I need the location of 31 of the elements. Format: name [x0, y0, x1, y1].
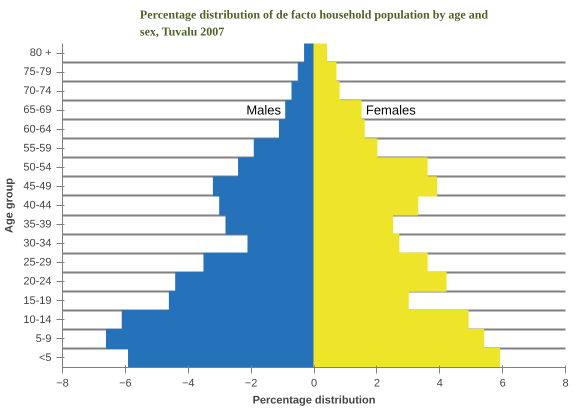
x-tick-label: −4: [182, 378, 195, 390]
y-tick-label: 30-34: [23, 238, 52, 250]
chart-title: Percentage distribution of de facto household population by age and sex, Tuvalu 2007: [140, 8, 488, 38]
series-label: Females: [366, 102, 416, 118]
y-tick-label: 40-44: [23, 200, 52, 212]
x-tick-label: −2: [244, 378, 258, 390]
y-tick-label: 35-39: [23, 218, 52, 231]
x-tick-label: 4: [436, 378, 443, 390]
y-tick-label: 15-19: [23, 294, 52, 307]
x-tick-label: 6: [500, 378, 506, 390]
y-tick-label: 25-29: [23, 256, 52, 269]
x-axis-title: Percentage distribution: [252, 394, 376, 406]
y-tick-label: 80 +: [30, 47, 52, 60]
y-tick-label: 5-9: [36, 332, 52, 345]
x-tick-label: 0: [310, 378, 318, 390]
y-tick-label: 10-14: [23, 314, 52, 326]
x-tick-label: 2: [374, 378, 380, 390]
y-tick-label: 60-64: [23, 123, 52, 136]
x-tick-label: −8: [56, 378, 69, 390]
y-tick-label: 70-74: [23, 85, 52, 98]
series-label: Males: [246, 102, 282, 118]
y-tick-label: 65-69: [23, 104, 52, 116]
y-tick-label: 55-59: [23, 142, 52, 154]
y-tick-label: 75-79: [23, 66, 52, 78]
y-tick-label: 20-24: [23, 276, 52, 288]
y-tick-label: 50-54: [23, 161, 52, 174]
y-tick-label: 45-49: [23, 180, 52, 192]
x-tick-label: 8: [562, 378, 569, 390]
y-tick-label: <5: [38, 352, 52, 364]
y-axis-title: Age group: [3, 178, 16, 233]
x-tick-label: −6: [119, 378, 132, 390]
